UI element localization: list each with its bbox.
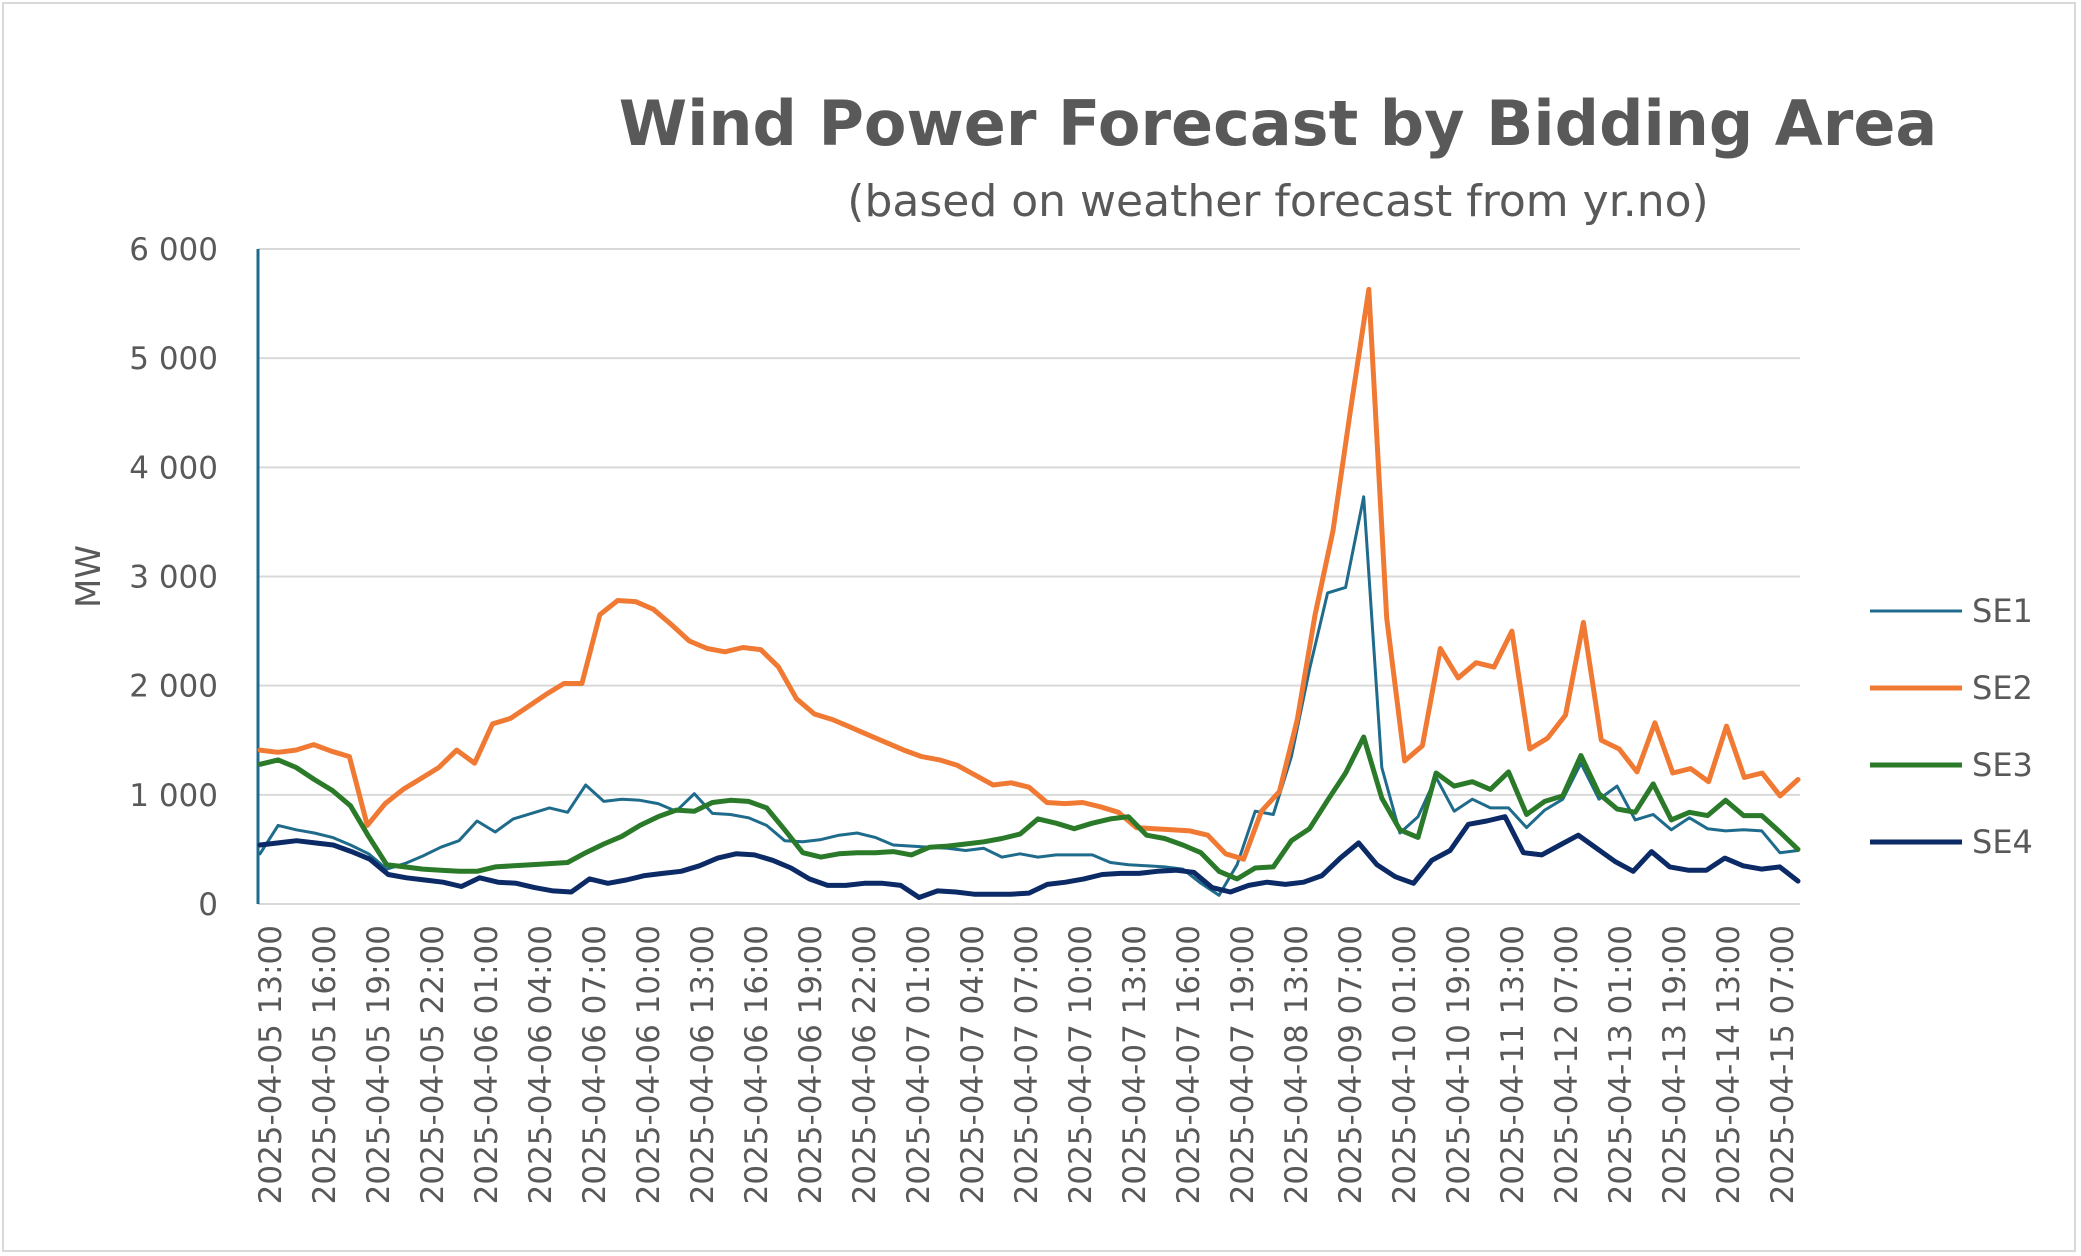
y-tick-label: 5 000 bbox=[129, 341, 218, 377]
x-tick-label: 2025-04-05 13:00 bbox=[253, 925, 289, 1204]
y-axis-title: MW bbox=[69, 545, 109, 608]
x-tick-label: 2025-04-08 13:00 bbox=[1279, 925, 1315, 1204]
series-line-se2 bbox=[257, 286, 1801, 862]
legend-label: SE1 bbox=[1972, 592, 2033, 630]
x-tick-label: 2025-04-09 07:00 bbox=[1333, 925, 1369, 1204]
legend-item-se3: SE3 bbox=[1870, 746, 2033, 784]
x-tick-label: 2025-04-10 01:00 bbox=[1387, 925, 1423, 1204]
x-tick-label: 2025-04-13 01:00 bbox=[1603, 925, 1639, 1204]
y-tick-label: 6 000 bbox=[129, 232, 218, 268]
x-tick-label: 2025-04-05 19:00 bbox=[361, 925, 397, 1204]
legend-label: SE2 bbox=[1972, 669, 2033, 707]
y-tick-label: 0 bbox=[198, 887, 218, 923]
legend-item-se2: SE2 bbox=[1870, 669, 2033, 707]
chart-title: Wind Power Forecast by Bidding Area bbox=[619, 87, 1938, 160]
x-tick-label: 2025-04-07 19:00 bbox=[1225, 925, 1261, 1204]
x-tick-label: 2025-04-12 07:00 bbox=[1549, 925, 1585, 1204]
x-tick-label: 2025-04-07 01:00 bbox=[901, 925, 937, 1204]
x-tick-label: 2025-04-07 10:00 bbox=[1063, 925, 1099, 1204]
x-axis-ticks: 2025-04-05 13:00 2025-04-05 16:00 2025-04-… bbox=[253, 925, 1801, 1204]
series-lines bbox=[257, 286, 1801, 900]
x-tick-label: 2025-04-07 07:00 bbox=[1009, 925, 1045, 1204]
legend: SE1 SE2 SE3 SE4 bbox=[1870, 592, 2033, 861]
legend-label: SE3 bbox=[1972, 746, 2033, 784]
x-tick-label: 2025-04-06 13:00 bbox=[685, 925, 721, 1204]
series-line-se1 bbox=[258, 495, 1800, 897]
gridlines bbox=[258, 248, 1800, 905]
x-tick-label: 2025-04-06 01:00 bbox=[469, 925, 505, 1204]
y-tick-label: 2 000 bbox=[129, 669, 218, 705]
x-tick-label: 2025-04-07 13:00 bbox=[1117, 925, 1153, 1204]
series-line-se3 bbox=[257, 734, 1801, 882]
y-tick-label: 1 000 bbox=[129, 778, 218, 814]
x-tick-label: 2025-04-06 16:00 bbox=[739, 925, 775, 1204]
legend-item-se4: SE4 bbox=[1870, 823, 2033, 861]
x-tick-label: 2025-04-07 16:00 bbox=[1171, 925, 1207, 1204]
x-tick-label: 2025-04-06 10:00 bbox=[631, 925, 667, 1204]
x-tick-label: 2025-04-06 07:00 bbox=[577, 925, 613, 1204]
x-tick-label: 2025-04-11 13:00 bbox=[1495, 925, 1531, 1204]
x-tick-label: 2025-04-06 04:00 bbox=[523, 925, 559, 1204]
y-axis-ticks: 0 1 000 2 000 3 000 4 000 5 000 6 000 bbox=[129, 232, 218, 923]
x-tick-label: 2025-04-14 13:00 bbox=[1711, 925, 1747, 1204]
chart-subtitle: (based on weather forecast from yr.no) bbox=[847, 176, 1708, 227]
y-tick-label: 3 000 bbox=[129, 560, 218, 596]
x-tick-label: 2025-04-07 04:00 bbox=[955, 925, 991, 1204]
series-line-se4 bbox=[257, 814, 1801, 900]
legend-label: SE4 bbox=[1972, 823, 2033, 861]
x-tick-label: 2025-04-15 07:00 bbox=[1765, 925, 1801, 1204]
y-tick-label: 4 000 bbox=[129, 450, 218, 486]
x-tick-label: 2025-04-13 19:00 bbox=[1657, 925, 1693, 1204]
x-tick-label: 2025-04-06 22:00 bbox=[847, 925, 883, 1204]
x-tick-label: 2025-04-05 16:00 bbox=[307, 925, 343, 1204]
legend-item-se1: SE1 bbox=[1870, 592, 2033, 630]
x-tick-label: 2025-04-05 22:00 bbox=[415, 925, 451, 1204]
x-tick-label: 2025-04-06 19:00 bbox=[793, 925, 829, 1204]
x-tick-label: 2025-04-10 19:00 bbox=[1441, 925, 1477, 1204]
